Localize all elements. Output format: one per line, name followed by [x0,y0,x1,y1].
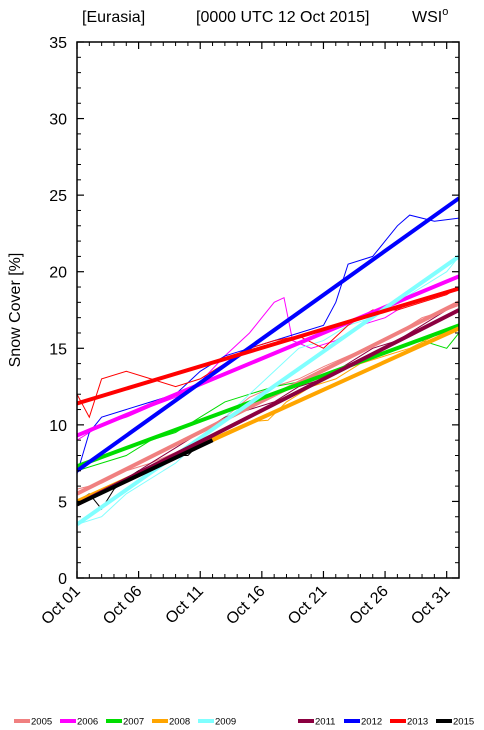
legend-label-2011: 2011 [315,717,335,728]
legend-label-2012: 2012 [361,717,382,728]
trend-line-2007 [77,323,459,469]
series-line-2013 [77,286,459,419]
x-tick-label: Oct 26 [347,583,392,628]
legend-label-2008: 2008 [169,717,190,728]
plot-frame [76,41,460,579]
x-tick-label: Oct 11 [163,583,208,628]
chart-titles: [Eurasia] [0000 UTC 12 Oct 2015] WSIo [82,6,448,26]
y-tick-label: 25 [49,188,67,205]
legend-label-2013: 2013 [407,717,428,728]
axis-ticks: 0 5 10 15 20 25 30 35 Oct 01 Oct 06 Oct 11 Oct 16 Oc… [38,35,460,628]
title-source-main: WSI [412,9,442,26]
x-tick-label: Oct 16 [223,583,268,628]
y-tick-label: 30 [49,112,67,129]
y-tick-label: 15 [49,341,67,358]
title-source-sup: o [442,6,448,18]
x-tick-label: Oct 06 [100,583,145,628]
trend-line-2009 [77,254,459,527]
legend-label-2009: 2009 [215,717,236,728]
x-tick-label: Oct 21 [285,583,330,628]
x-tick-label: Oct 31 [408,583,453,628]
y-tick-label: 0 [58,571,67,588]
series-line-2012 [77,214,459,475]
trend-line-2015 [77,438,214,507]
y-axis-label: Snow Cover [%] [7,253,24,368]
trend-line-2005 [77,300,459,496]
trend-line-2013 [77,286,459,406]
y-tick-label: 5 [58,494,67,511]
series-line-2006 [77,286,459,441]
legend: 2005 2006 2007 2008 2009 2011 2012 2013 2015 [14,717,474,728]
y-tick-label: 35 [49,35,67,52]
title-region: [Eurasia] [82,9,145,26]
trend-line-2012 [77,196,459,473]
legend-label-2007: 2007 [123,717,144,728]
legend-label-2015: 2015 [453,717,474,728]
title-source: WSIo [412,6,448,26]
legend-label-2005: 2005 [31,717,52,728]
legend-label-2006: 2006 [77,717,98,728]
series-trend-lines [77,196,459,527]
y-tick-label: 10 [49,418,67,435]
x-tick-label: Oct 01 [38,583,83,628]
title-datetime: [0000 UTC 12 Oct 2015] [196,9,369,26]
y-tick-label: 20 [49,265,67,282]
